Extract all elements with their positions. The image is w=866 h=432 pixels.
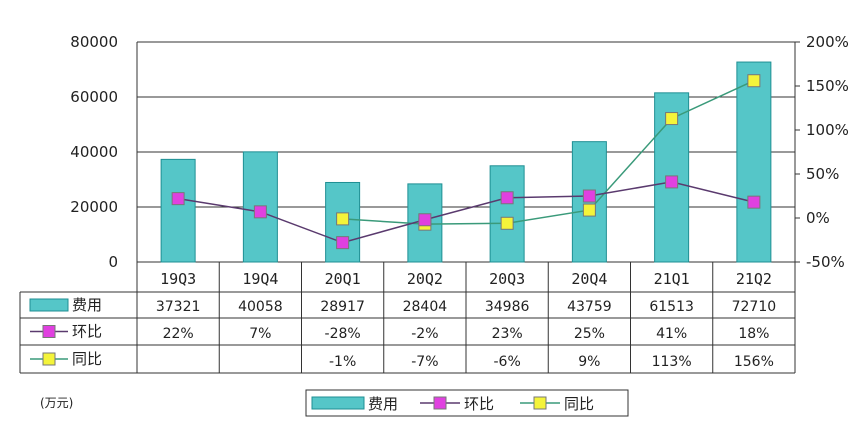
mom-value-label: 25% [574,326,605,342]
bar-value-label: 28404 [403,299,448,315]
bar-row-key [29,298,69,312]
mom-point [336,236,350,250]
bar-value-label: 72710 [732,299,777,315]
mom-value-label: 23% [492,326,523,342]
x-tick-label: 20Q1 [325,270,361,288]
mom-point [582,189,596,203]
yoy-point [582,203,596,217]
x-tick-label: 21Q1 [654,270,690,288]
x-tick-label: 20Q2 [407,270,443,288]
legend-mom-marker [433,396,447,410]
x-tick-label: 19Q4 [242,270,278,288]
left-tick-label: 60000 [70,88,118,106]
bar-value-label: 43759 [567,299,612,315]
yoy-point [747,74,761,88]
right-tick-label: 100% [806,121,849,139]
left-tick-label: 40000 [70,143,118,161]
mom-point [171,192,185,206]
bar-value-label: 37321 [156,299,201,315]
x-tick-label: 21Q2 [736,270,772,288]
mom-value-label: 18% [738,326,769,342]
mom-point [665,175,679,189]
mom-point [418,213,432,227]
right-tick-label: 200% [806,33,849,51]
bar-value-label: 34986 [485,299,530,315]
yoy-row-key-marker [42,352,56,366]
yoy-row-label: 同比 [72,350,102,368]
legend-yoy-marker [533,396,547,410]
right-tick-label: 150% [806,77,849,95]
right-tick-label: -50% [806,253,845,271]
bar-21Q2 [736,61,772,263]
right-axis-ticks: -50% 0% 50% 100% 150% 200% [795,33,849,271]
unit-label: (万元) [40,396,73,410]
legend: 费用 环比 同比 [305,389,629,417]
mom-value-label: 7% [249,326,271,342]
legend-bar-key [311,396,365,410]
yoy-point [665,112,679,126]
plot-area [136,41,796,263]
yoy-value-label: -7% [411,354,438,370]
right-tick-label: 50% [806,165,839,183]
yoy-value-label: 156% [734,354,774,370]
left-tick-label: 20000 [70,198,118,216]
left-axis-ticks: 0 20000 40000 60000 80000 [70,33,118,271]
x-tick-label: 19Q3 [160,270,196,288]
mom-value-label: -28% [325,326,361,342]
bar-20Q3 [489,165,525,263]
x-tick-label: 20Q4 [571,270,607,288]
mom-row-key-marker [42,325,56,338]
bar-value-label: 40058 [238,299,283,315]
yoy-point [500,216,514,230]
mom-point [500,191,514,205]
mom-value-label: -2% [411,326,438,342]
yoy-value-label: 113% [652,354,692,370]
x-tick-label: 20Q3 [489,270,525,288]
right-tick-label: 0% [806,209,830,227]
legend-label: 同比 [564,395,594,413]
mom-line [178,181,755,244]
yoy-point [336,212,350,226]
yoy-value-label: -6% [493,354,520,370]
mom-point [747,195,761,209]
bar-value-label: 61513 [649,299,694,315]
bar-value-label: 28917 [320,299,365,315]
left-tick-label: 80000 [70,33,118,51]
bar-row-label: 费用 [72,296,102,314]
mom-point [253,205,267,219]
mom-value-label: 22% [163,326,194,342]
yoy-value-label: 9% [578,354,600,370]
yoy-value-label: -1% [329,354,356,370]
left-tick-label: 0 [108,253,118,271]
data-table: 19Q3 19Q4 20Q1 20Q2 20Q3 20Q4 21Q1 21Q2 37321 400… [19,262,796,374]
legend-label: 费用 [368,395,398,413]
mom-value-label: 41% [656,326,687,342]
legend-label: 环比 [464,395,494,413]
mom-row-label: 环比 [72,323,102,341]
bar-19Q3 [160,158,196,263]
